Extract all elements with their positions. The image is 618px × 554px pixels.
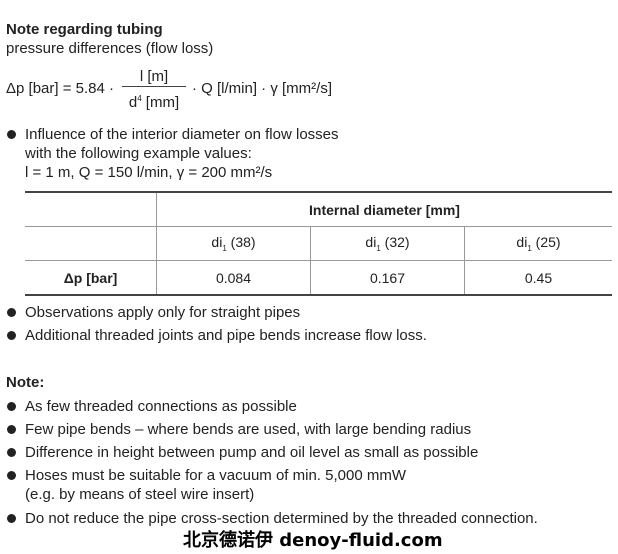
- observation-item: Observations apply only for straight pip…: [25, 304, 301, 321]
- table-cell: 0.45: [464, 260, 612, 296]
- intro-values: l = 1 m, Q = 150 l/min, γ = 200 mm²/s: [25, 164, 273, 181]
- bullet-icon: [7, 471, 16, 480]
- section-subtitle: pressure differences (flow loss): [6, 40, 214, 57]
- bullet-icon: [7, 514, 16, 523]
- note-item: Hoses must be suitable for a vacuum of m…: [25, 467, 406, 484]
- section-title: Note regarding tubing: [6, 21, 163, 38]
- column-header: di1 (25): [464, 226, 612, 261]
- table-header-row: di1 (38) di1 (32) di1 (25): [25, 226, 612, 261]
- bullet-icon: [7, 448, 16, 457]
- bullet-icon: [7, 425, 16, 434]
- intro-text: with the following example values:: [25, 145, 252, 162]
- bullet-icon: [7, 308, 16, 317]
- note-item: Few pipe bends – where bends are used, w…: [25, 421, 472, 438]
- note-item: Do not reduce the pipe cross-section det…: [25, 510, 538, 527]
- bullet-icon: [7, 130, 16, 139]
- watermark: 北京德诺伊 denoy-fluid.com: [183, 530, 443, 551]
- table-row: Δp [bar] 0.084 0.167 0.45: [25, 260, 612, 296]
- table-cell: 0.167: [310, 260, 465, 296]
- row-label: Δp [bar]: [25, 260, 157, 296]
- note-item: Difference in height between pump and oi…: [25, 444, 479, 461]
- flow-loss-table: Internal diameter [mm] di1 (38) di1 (32)…: [25, 191, 612, 296]
- observation-item: Additional threaded joints and pipe bend…: [25, 327, 427, 344]
- formula-rhs: · Q [l/min] · γ [mm²/s]: [192, 80, 332, 97]
- column-header: di1 (32): [310, 226, 465, 261]
- note-heading: Note:: [6, 374, 45, 391]
- table-group-header: Internal diameter [mm]: [156, 191, 612, 227]
- table-cell: 0.084: [156, 260, 311, 296]
- note-item-detail: (e.g. by means of steel wire insert): [25, 486, 255, 503]
- column-header: di1 (38): [156, 226, 311, 261]
- note-item: As few threaded connections as possible: [25, 398, 297, 415]
- formula-lhs: Δp [bar] = 5.84 ·: [6, 80, 114, 97]
- bullet-icon: [7, 402, 16, 411]
- bullet-icon: [7, 331, 16, 340]
- intro-text: Influence of the interior diameter on fl…: [25, 126, 339, 143]
- formula-denominator: d4 [mm]: [128, 94, 180, 111]
- formula-numerator: l [m]: [122, 68, 186, 87]
